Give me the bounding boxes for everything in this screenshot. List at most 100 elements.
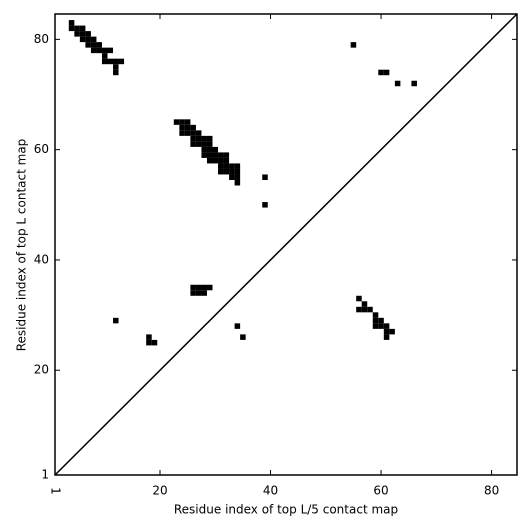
contact-cell <box>195 130 202 136</box>
contact-cell <box>262 202 268 208</box>
contact-cell <box>195 284 202 291</box>
contact-cell <box>229 174 235 180</box>
contact-cell <box>206 152 213 158</box>
contact-cell <box>218 152 224 158</box>
contact-cell <box>151 339 158 346</box>
contact-cell <box>389 328 395 335</box>
contact-cell <box>201 141 207 147</box>
contact-cell <box>195 290 202 296</box>
y-tick-label: 20 <box>34 363 49 377</box>
contact-cell <box>107 58 114 65</box>
contact-cell <box>146 339 152 346</box>
contact-cell <box>184 119 191 125</box>
contact-cell <box>372 317 379 324</box>
contact-cell <box>206 135 213 142</box>
contact-cell <box>234 174 241 180</box>
contact-cell <box>179 124 185 131</box>
contact-cell <box>68 20 75 26</box>
contact-cell <box>179 130 185 136</box>
contact-cell <box>356 306 362 313</box>
contact-cell <box>223 157 230 164</box>
contact-cell <box>372 323 379 329</box>
contact-cell <box>201 152 207 158</box>
contact-cell <box>234 179 241 186</box>
contact-cell <box>68 25 75 32</box>
contact-cell <box>218 157 224 164</box>
contact-cell <box>195 135 202 142</box>
contact-cell <box>218 163 224 169</box>
contact-cell <box>234 163 241 169</box>
contact-cell <box>113 69 119 76</box>
contact-cell <box>212 152 219 158</box>
contact-cell <box>85 42 91 48</box>
contact-cell <box>184 124 191 131</box>
contact-cell <box>206 141 213 147</box>
contact-cell <box>356 295 362 302</box>
x-tick-label: 40 <box>263 484 278 498</box>
contact-cell <box>85 31 91 37</box>
contact-cell <box>90 42 97 48</box>
contact-cell <box>74 25 80 32</box>
contact-cell <box>378 323 384 329</box>
contact-cell <box>212 146 219 153</box>
contact-cell <box>383 334 390 340</box>
contact-cell <box>179 119 185 125</box>
contact-cell <box>90 47 97 54</box>
contact-cell <box>201 146 207 153</box>
contact-cell <box>190 284 196 291</box>
y-axis-label: Residue index of top L contact map <box>15 139 29 352</box>
plot-frame <box>54 13 518 476</box>
contact-cell <box>79 31 86 37</box>
contact-cell <box>223 163 230 169</box>
contact-cell <box>229 163 235 169</box>
contact-cell <box>190 124 196 131</box>
x-tick-label: 80 <box>484 484 499 498</box>
contact-cell <box>234 168 241 175</box>
contact-cell <box>190 141 196 147</box>
contact-cell <box>113 317 119 324</box>
contact-cell <box>206 146 213 153</box>
y-tick-label: 60 <box>34 142 49 156</box>
contact-cell <box>378 317 384 324</box>
contact-cell <box>107 47 114 54</box>
contact-cell <box>361 301 368 307</box>
contact-cell <box>212 157 219 164</box>
contact-cell <box>372 312 379 318</box>
contact-cell <box>79 36 86 43</box>
contact-cell <box>190 135 196 142</box>
contact-cell <box>90 36 97 43</box>
contact-cell <box>201 284 207 291</box>
contact-cell <box>206 157 213 164</box>
contact-cell <box>350 42 357 48</box>
contact-cell <box>378 69 384 76</box>
diagonal-line <box>54 13 518 476</box>
contact-cell <box>96 42 102 48</box>
contact-cell <box>195 141 202 147</box>
contact-cell <box>101 53 108 59</box>
contact-cell <box>383 323 390 329</box>
x-tick-label: 1 <box>49 487 63 495</box>
contact-cell <box>262 174 268 180</box>
contact-cell <box>79 25 86 32</box>
contact-cell <box>146 334 152 340</box>
contact-cell <box>190 130 196 136</box>
contact-cell <box>367 306 373 313</box>
contact-cell <box>173 119 180 125</box>
contact-cell <box>74 31 80 37</box>
contact-cell <box>383 328 390 335</box>
contact-cell <box>394 80 401 87</box>
contact-cell <box>240 334 246 340</box>
contact-cell <box>361 306 368 313</box>
contact-cell <box>218 168 224 175</box>
y-tick-label: 40 <box>34 252 49 266</box>
contact-cell <box>113 64 119 70</box>
contact-cell <box>411 80 417 87</box>
contact-cell <box>184 130 191 136</box>
contact-cell <box>201 290 207 296</box>
contact-cell <box>101 58 108 65</box>
y-tick-label: 1 <box>41 468 49 482</box>
contact-cell <box>223 168 230 175</box>
contact-cell <box>223 152 230 158</box>
contact-cell <box>206 284 213 291</box>
